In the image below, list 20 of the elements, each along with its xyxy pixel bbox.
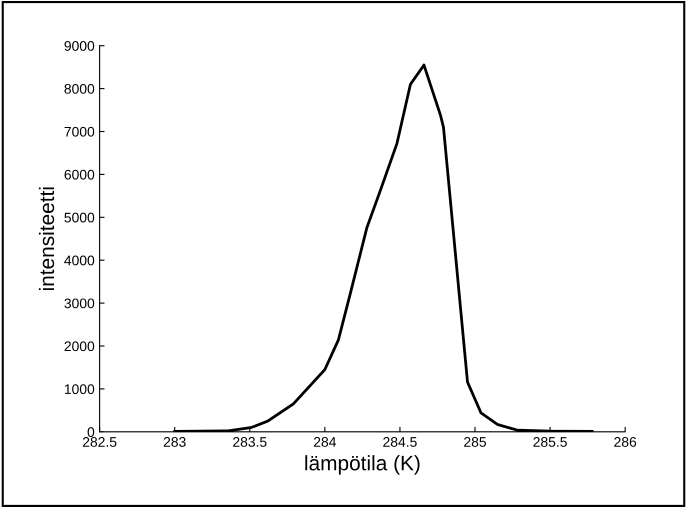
y-tick-label: 2000 — [64, 341, 94, 352]
y-tick-label: 1000 — [64, 384, 94, 394]
x-tick-label: 286 — [614, 437, 636, 447]
x-tick-label: 282.5 — [82, 437, 116, 447]
x-tick-label: 285 — [464, 437, 486, 447]
y-tick-label: 5000 — [64, 212, 94, 222]
x-tick-label: 284.5 — [383, 437, 417, 447]
x-tick-label: 284 — [314, 437, 336, 447]
x-tick-label: 283 — [164, 437, 186, 447]
x-tick-label: 285.5 — [533, 437, 567, 447]
y-axis-title: intensiteetti — [38, 187, 54, 290]
y-tick-label: 3000 — [64, 298, 94, 308]
y-tick-label: 9000 — [64, 41, 94, 51]
y-tick-label: 7000 — [64, 126, 94, 137]
y-tick-label: 0 — [88, 427, 94, 437]
y-tick-label: 8000 — [64, 84, 94, 94]
y-tick-label: 6000 — [64, 170, 94, 180]
x-tick-label: 283.5 — [233, 437, 267, 447]
y-tick-label: 4000 — [64, 256, 94, 266]
x-axis-title: lämpötila (K) — [305, 455, 420, 475]
